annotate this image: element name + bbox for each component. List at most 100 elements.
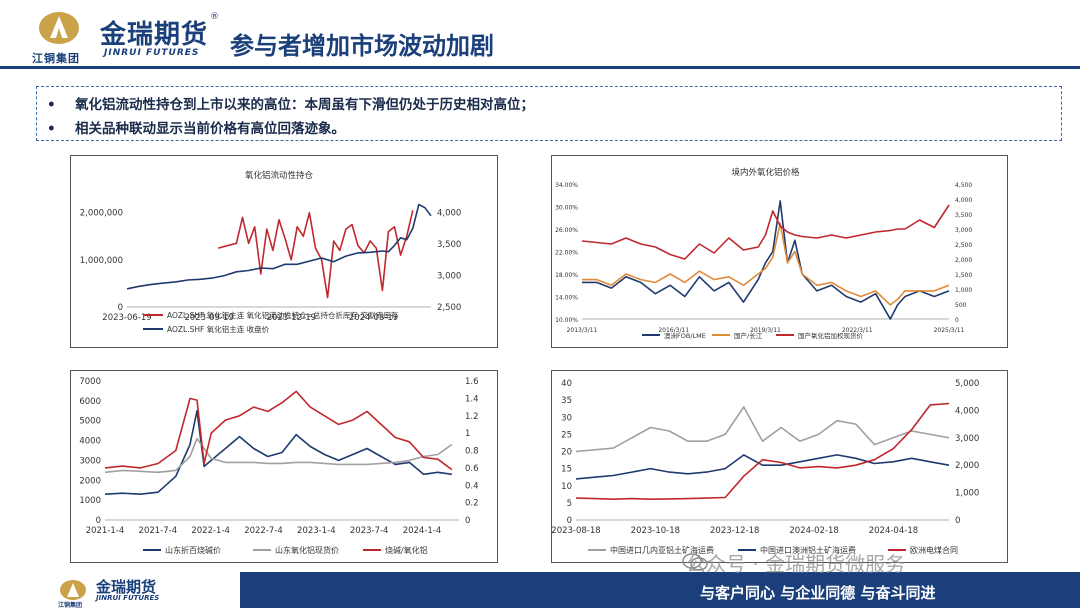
y-left-tick-label: 2000 [79, 476, 101, 486]
bullet-marker: • [47, 121, 56, 137]
logo-subtitle: 江铜集团 [32, 52, 80, 65]
y-right-tick-label: 0.2 [465, 499, 479, 509]
x-tick-label: 2022-1-4 [191, 526, 230, 536]
chart-caustic-soda-ratio: 0 1000 2000 3000 4000 5000 6000 7000 0 0.2 0.4 0.6 0… [70, 370, 498, 563]
x-tick-label: 2023-06-19 [102, 313, 151, 323]
y-left-tick-label: 10.00% [555, 317, 578, 324]
x-tick-label: 2024-04-18 [869, 526, 918, 536]
y-right-tick-label: 0 [955, 516, 960, 526]
legend-label: 国产氧化铝加权现货价 [798, 331, 864, 340]
y-right-tick-label: 4,000 [955, 406, 979, 416]
series-line-2 [575, 402, 950, 500]
y-right-tick-label: 1,000 [955, 489, 979, 499]
y-right-tick-label: 2,500 [437, 303, 461, 313]
footer-slogan: 与客户同心 与企业同德 与奋斗同进 [700, 584, 936, 602]
chart-svg: 境内外氧化铝价格 10.00% 14.00% 18.00% 22.00% 26.00% 30… [555, 167, 972, 340]
legend-label: 欧洲电煤合同 [910, 545, 958, 555]
y-right-tick-label: 3,000 [955, 434, 979, 444]
y-left-tick-label: 5000 [79, 417, 101, 427]
x-tick-label: 2023-7-4 [350, 526, 389, 536]
y-right-tick-label: 4,500 [955, 182, 972, 189]
y-left-tick-label: 15 [561, 465, 572, 475]
chart-title: 境内外氧化铝价格 [731, 167, 800, 178]
footer-logo-subtitle: 江铜集团 [58, 602, 83, 609]
y-left-tick-label: 5 [567, 499, 572, 509]
y-right-tick-label: 3,000 [955, 227, 972, 234]
series-line-2 [104, 390, 453, 471]
logo-registered-mark: ® [210, 12, 219, 22]
legend-label: 中国进口几内亚铝土矿海运费 [610, 545, 714, 555]
logo-name-cn: 金瑞期货 [100, 20, 209, 50]
x-tick-label: 2023-08-18 [552, 526, 601, 536]
series-line-1 [575, 454, 950, 480]
header: 江铜集团 金瑞期货 ® JINRUI FUTURES 参与者增加市场波动加剧 [0, 0, 1080, 70]
y-right-tick-label: 0.4 [465, 481, 479, 491]
slogan-box [694, 572, 1080, 608]
y-left-tick-label: 0 [118, 303, 123, 313]
y-right-tick-label: 2,500 [955, 242, 972, 249]
x-tick-label: 2023-10-18 [631, 526, 680, 536]
y-left-tick-label: 7000 [79, 377, 101, 387]
y-left-tick-label: 26.00% [555, 227, 578, 234]
legend-label: 国产/长江 [734, 331, 763, 340]
y-left-tick-label: 1,000,000 [80, 256, 123, 266]
footer-logo-name-en: JINRUI FUTURES [96, 594, 160, 602]
y-right-tick-label: 3,500 [955, 212, 972, 219]
y-right-tick-label: 4,000 [437, 209, 461, 219]
y-right-tick-label: 1.4 [465, 394, 479, 404]
y-left-tick-label: 6000 [79, 397, 101, 407]
y-right-tick-label: 1,000 [955, 287, 972, 294]
series-line-0 [104, 409, 453, 495]
x-tick-label: 2024-1-4 [403, 526, 442, 536]
x-tick-label: 2024-02-18 [789, 526, 838, 536]
y-right-tick-label: 0.6 [465, 464, 479, 474]
y-right-tick-label: 1 [465, 429, 470, 439]
legend-label: AOZL.SHF 氧化铝主连 氧化铝流动性持仓=总持仓折库存-交割库库存 [167, 310, 399, 320]
legend-label: 烧碱/氧化铝 [385, 545, 428, 555]
x-tick-label: 2022-7-4 [244, 526, 283, 536]
y-right-tick-label: 1,500 [955, 272, 972, 279]
footer-logo-name-cn: 金瑞期货 [96, 578, 157, 596]
y-left-tick-label: 0 [96, 516, 101, 526]
y-left-tick-label: 0 [567, 516, 572, 526]
legend-label: 澳洲FOB/LME [664, 331, 706, 340]
footer-logo-area [0, 572, 240, 608]
x-tick-label: 2021-1-4 [86, 526, 125, 536]
y-left-tick-label: 30.00% [555, 205, 578, 212]
page-title: 参与者增加市场波动加剧 [230, 32, 494, 60]
watermark-text: 公众号 · 金瑞期货微服务 [686, 552, 906, 576]
summary-box: • 氧化铝流动性持仓到上市以来的高位：本周虽有下滑但仍处于历史相对高位； • 相关品… [36, 86, 1062, 141]
y-right-tick-label: 0.8 [465, 447, 479, 457]
y-left-tick-label: 1000 [79, 496, 101, 506]
chart-freight-coal: 0 5 10 15 20 25 30 35 40 0 1,000 2,000 3,000 4,000 5,0… [551, 370, 1008, 563]
header-rule [0, 66, 1080, 69]
y-right-tick-label: 3,000 [437, 272, 461, 282]
y-right-tick-label: 5,000 [955, 379, 979, 389]
legend-label: 中国进口澳洲铝土矿海运费 [760, 545, 856, 555]
series-line-1 [104, 437, 453, 474]
y-left-tick-label: 14.00% [555, 295, 578, 302]
series-line-2 [581, 204, 950, 260]
y-left-tick-label: 4000 [79, 437, 101, 447]
y-right-tick-label: 3,500 [437, 240, 461, 250]
y-left-tick-label: 2,000,000 [80, 209, 123, 219]
x-tick-label: 2023-1-4 [297, 526, 336, 536]
x-tick-label: 2024-03-19 [349, 313, 398, 323]
y-right-tick-label: 0 [955, 317, 959, 324]
series-line-0 [582, 200, 950, 320]
wechat-icon [682, 553, 708, 571]
bullet-marker: • [47, 97, 56, 113]
x-tick-label: 2021-7-4 [139, 526, 178, 536]
x-tick-label: 2023-09-19 [184, 313, 233, 323]
y-left-tick-label: 35 [561, 396, 572, 406]
legend-label: AOZL.SHF 氧化铝主连 收盘价 [167, 324, 270, 334]
y-left-tick-label: 18.00% [555, 272, 578, 279]
chart-svg: 氧化铝流动性持仓 0 1,000,000 2,000,000 2,500 3,000 3,5… [80, 170, 462, 334]
y-right-tick-label: 2,000 [955, 461, 979, 471]
logo-name-en: JINRUI FUTURES [104, 48, 200, 58]
y-left-tick-label: 10 [561, 482, 572, 492]
company-logo-icon [39, 12, 79, 44]
series-line-1 [582, 222, 950, 306]
y-left-tick-label: 30 [561, 413, 572, 423]
series-line-0 [575, 406, 950, 453]
